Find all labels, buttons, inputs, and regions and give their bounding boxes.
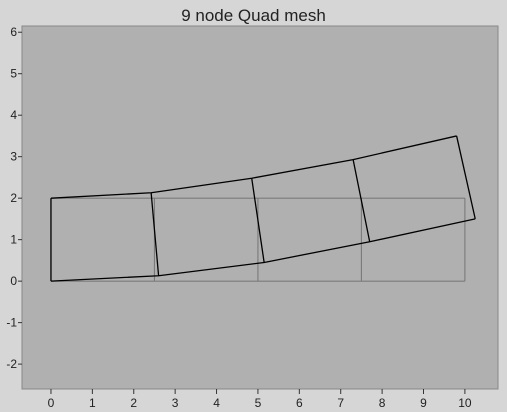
deformed-mesh-line-6 bbox=[455, 135, 476, 220]
x-tick-label: 8 bbox=[379, 396, 386, 410]
y-tick-label: 6 bbox=[10, 25, 17, 39]
x-tick-label: 4 bbox=[213, 396, 220, 410]
deformed-mesh bbox=[50, 135, 476, 282]
x-tick-label: 5 bbox=[255, 396, 262, 410]
y-tick-label: 0 bbox=[10, 274, 17, 288]
x-tick-label: 10 bbox=[458, 396, 472, 410]
x-tick-label: 7 bbox=[337, 396, 344, 410]
deformed-mesh-line-3 bbox=[150, 192, 160, 276]
y-tick-label: 3 bbox=[10, 150, 17, 164]
y-tick-label: -2 bbox=[6, 357, 17, 371]
y-tick-label: 1 bbox=[10, 233, 17, 247]
y-tick-label: -1 bbox=[6, 316, 17, 330]
deformed-mesh-line-4 bbox=[251, 178, 265, 263]
y-tick-label: 2 bbox=[10, 191, 17, 205]
x-tick-label: 9 bbox=[420, 396, 427, 410]
x-tick-label: 3 bbox=[172, 396, 179, 410]
plot-area bbox=[21, 25, 499, 390]
y-tick-label: 4 bbox=[10, 108, 17, 122]
y-tick-label: 5 bbox=[10, 67, 17, 81]
x-tick-label: 0 bbox=[48, 396, 55, 410]
x-tick-label: 2 bbox=[130, 396, 137, 410]
deformed-mesh-line-5 bbox=[352, 159, 371, 242]
x-tick-label: 1 bbox=[89, 396, 96, 410]
y-axis: -2 -1 0 1 2 3 4 5 6 bbox=[6, 25, 22, 371]
x-axis: 0 1 2 3 4 5 6 7 8 9 10 bbox=[48, 389, 472, 410]
chart-title: 9 node Quad mesh bbox=[181, 6, 326, 25]
x-tick-label: 6 bbox=[296, 396, 303, 410]
